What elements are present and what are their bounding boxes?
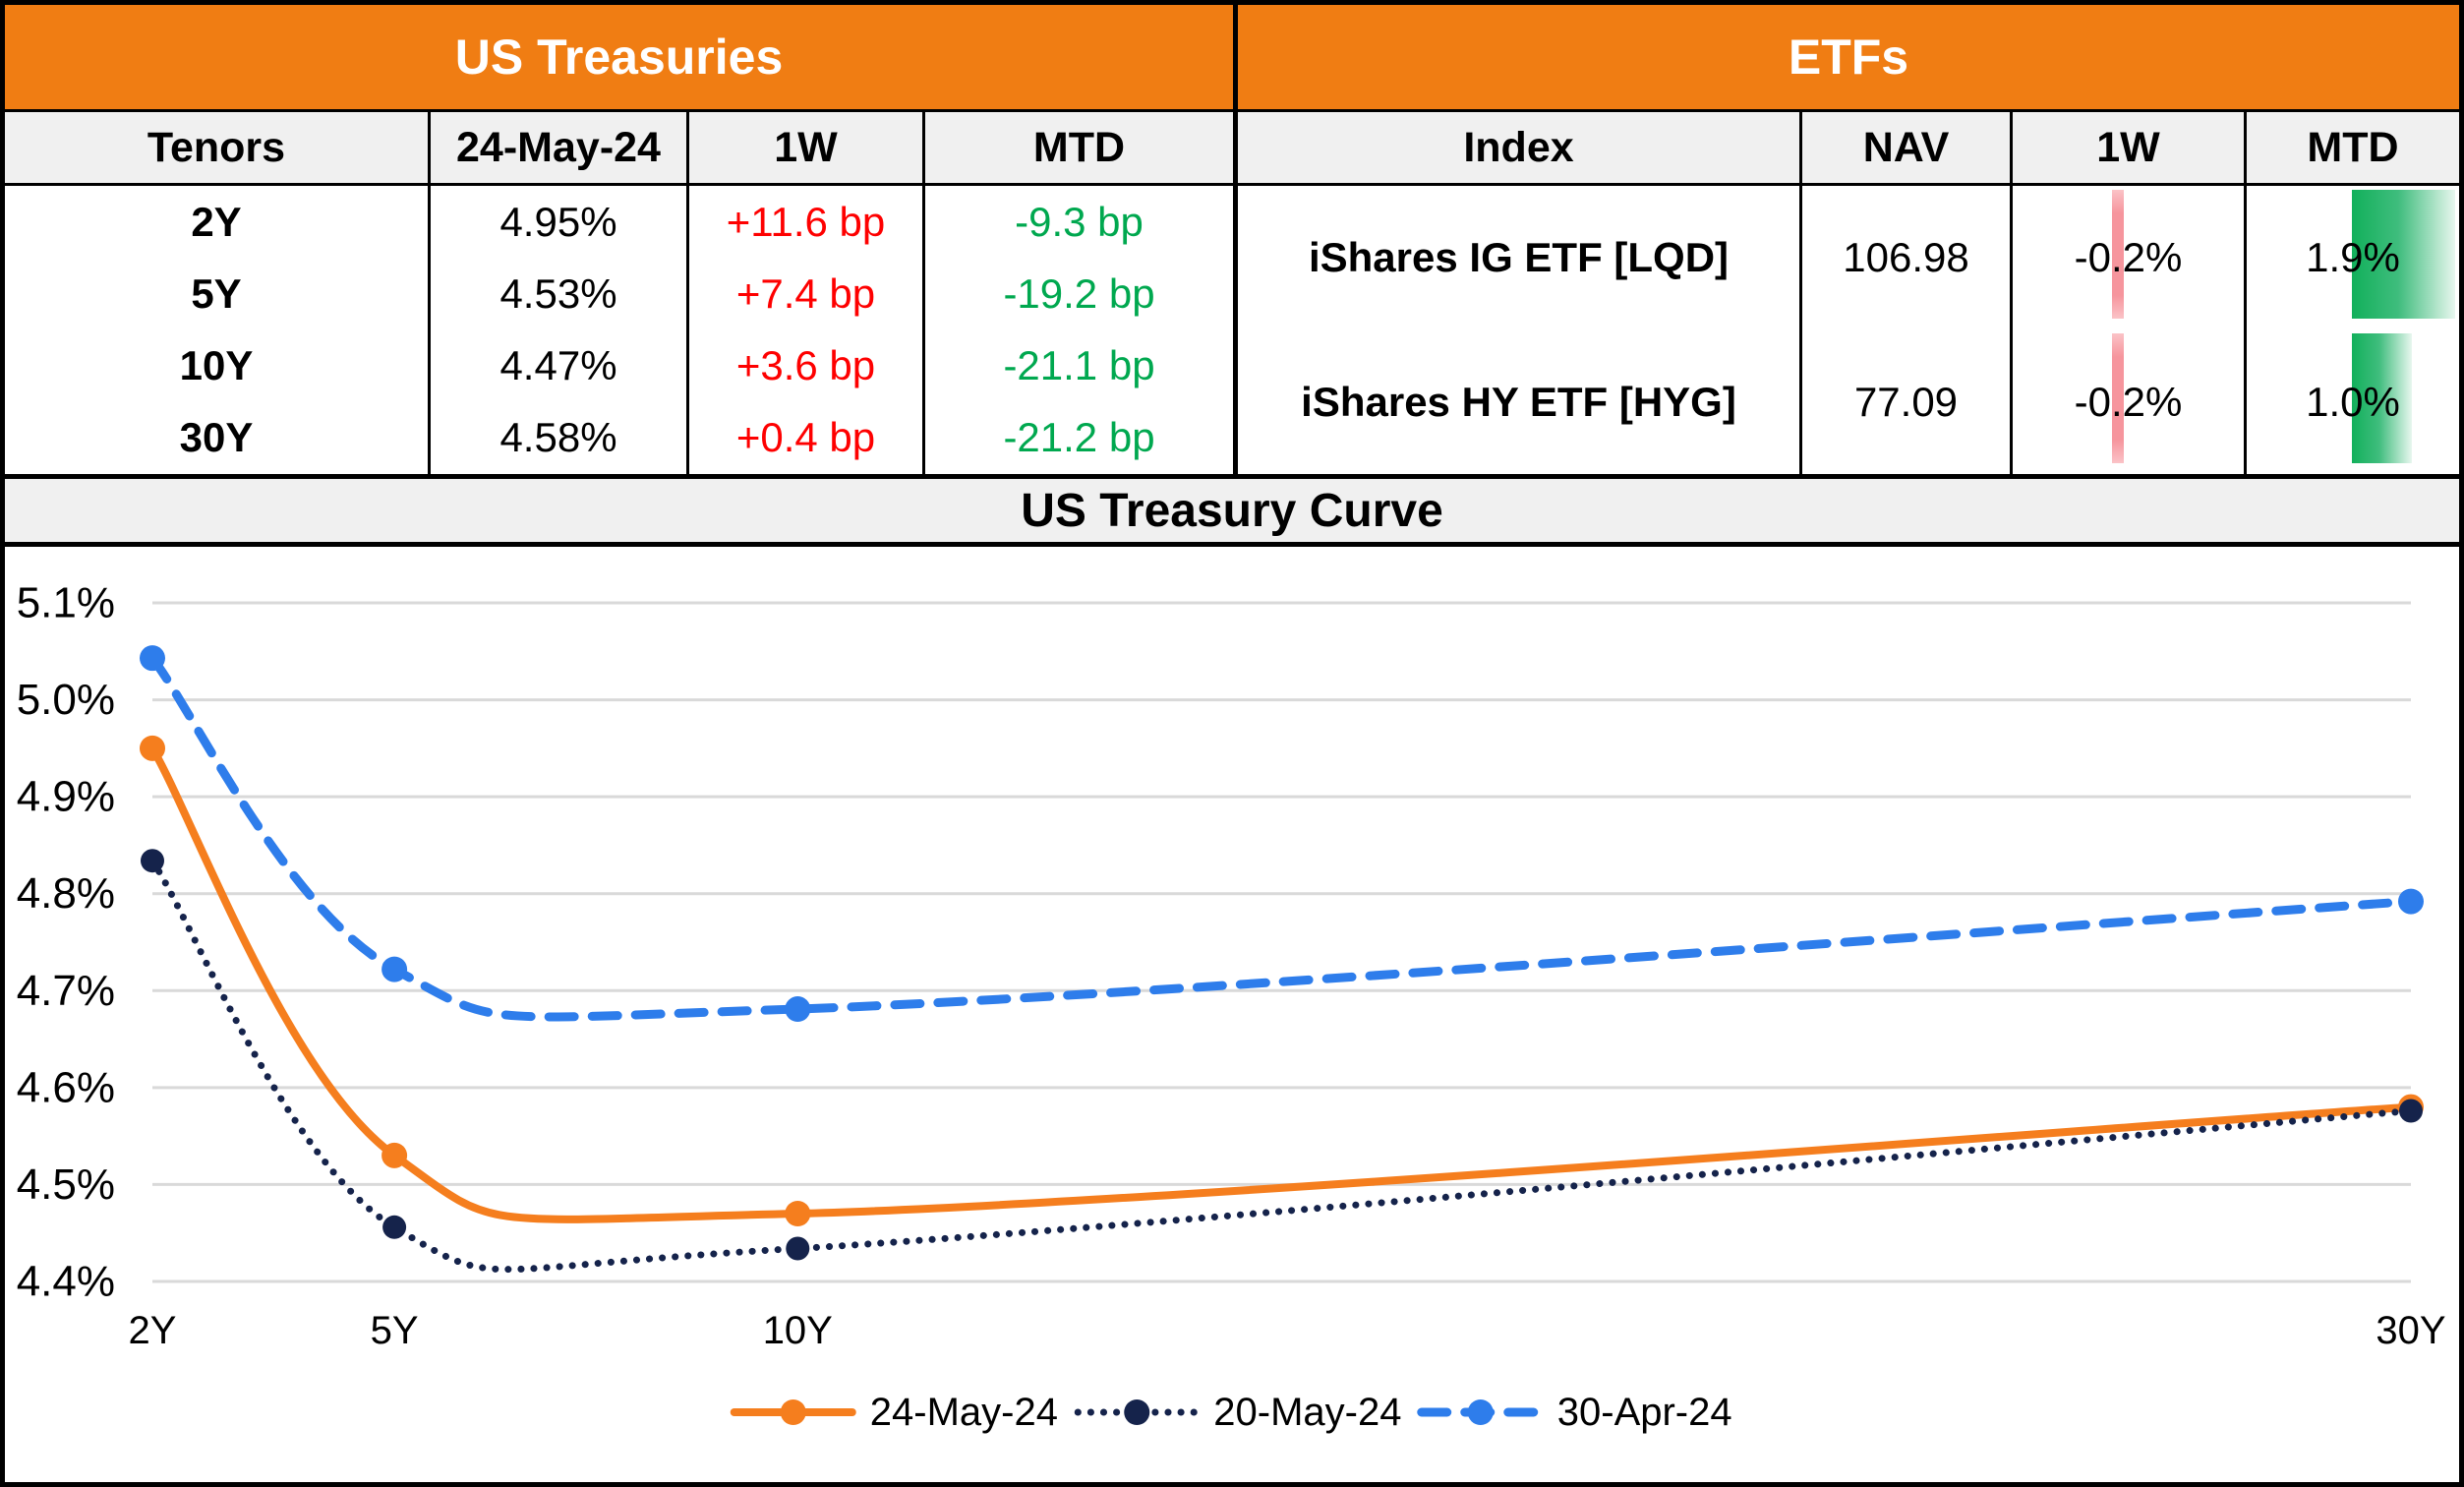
us-treasuries-header: US Treasuries bbox=[5, 5, 1233, 112]
mtd-databar bbox=[2351, 333, 2412, 463]
y-axis-tick-label: 5.1% bbox=[17, 579, 115, 627]
data-point-30-Apr-24 bbox=[2398, 888, 2424, 915]
etf-nav: 106.98 bbox=[1802, 186, 2013, 329]
etf-mtd-change: 1.9% bbox=[2306, 234, 2400, 280]
y-axis-tick-label: 4.6% bbox=[17, 1063, 115, 1111]
legend-label: 24-May-24 bbox=[870, 1391, 1058, 1434]
data-point-30-Apr-24 bbox=[785, 996, 811, 1023]
chart-title-bar: US Treasury Curve bbox=[5, 474, 2459, 547]
tenor-label: 5Y bbox=[5, 258, 431, 329]
y-axis-tick-label: 4.5% bbox=[17, 1160, 115, 1209]
series-line-30-Apr-24 bbox=[147, 653, 2416, 1022]
y-axis-tick-label: 4.7% bbox=[17, 967, 115, 1015]
col-header-mtd: MTD bbox=[2247, 112, 2459, 186]
col-header-index: Index bbox=[1238, 112, 1802, 186]
legend-label: 20-May-24 bbox=[1213, 1391, 1401, 1434]
mtd-databar bbox=[2351, 190, 2455, 319]
data-point-24-May-24 bbox=[785, 1201, 811, 1226]
x-axis-tick-label: 5Y bbox=[371, 1309, 419, 1352]
etf-1w-change: -0.2% bbox=[2074, 378, 2183, 425]
legend-label: 30-Apr-24 bbox=[1557, 1391, 1732, 1434]
legend-marker-24-May-24 bbox=[780, 1399, 806, 1425]
data-point-20-May-24 bbox=[382, 1215, 407, 1239]
data-point-24-May-24 bbox=[140, 735, 165, 761]
etfs-table: ETFs Index NAV 1W MTD iShares IG ETF [LQ… bbox=[1238, 5, 2459, 474]
data-point-30-Apr-24 bbox=[381, 956, 408, 982]
etf-name: iShares HY ETF [HYG] bbox=[1238, 329, 1802, 474]
tenor-1w-change: +0.4 bp bbox=[689, 401, 925, 474]
etf-1w-cell: -0.2% bbox=[2013, 186, 2247, 329]
data-point-30-Apr-24 bbox=[140, 645, 165, 672]
data-point-20-May-24 bbox=[2399, 1099, 2423, 1123]
tenor-mtd-change: -19.2 bp bbox=[925, 258, 1233, 329]
col-header-mtd: MTD bbox=[925, 112, 1233, 186]
y-axis-tick-label: 4.8% bbox=[17, 869, 115, 918]
col-header-tenors: Tenors bbox=[5, 112, 431, 186]
etf-name: iShares IG ETF [LQD] bbox=[1238, 186, 1802, 329]
y-axis-tick-label: 5.0% bbox=[17, 676, 115, 724]
col-header-1w: 1W bbox=[689, 112, 925, 186]
legend-marker-30-Apr-24 bbox=[1467, 1399, 1494, 1425]
col-header-date: 24-May-24 bbox=[431, 112, 689, 186]
etf-1w-cell: -0.2% bbox=[2013, 329, 2247, 474]
etf-mtd-cell: 1.9% bbox=[2247, 186, 2459, 329]
y-axis-tick-label: 4.9% bbox=[17, 773, 115, 821]
tenor-mtd-change: -21.1 bp bbox=[925, 329, 1233, 401]
treasury-curve-chart: 5.1% 5.0% 4.9% 4.8% 4.7% 4.6% 4.5% 4.4% 2Y 5Y 10Y 3… bbox=[5, 547, 2459, 1482]
tenor-rate: 4.58% bbox=[431, 401, 689, 474]
1w-databar bbox=[2111, 333, 2124, 463]
series-line-24-May-24 bbox=[148, 744, 2415, 1223]
tenor-1w-change: +7.4 bp bbox=[689, 258, 925, 329]
tables-row: US Treasuries Tenors 24-May-24 1W MTD 2Y… bbox=[5, 5, 2459, 474]
data-point-24-May-24 bbox=[381, 1142, 408, 1168]
tenor-label: 10Y bbox=[5, 329, 431, 401]
x-axis-tick-label: 30Y bbox=[2376, 1309, 2445, 1352]
etf-nav: 77.09 bbox=[1802, 329, 2013, 474]
tenor-1w-change: +11.6 bp bbox=[689, 186, 925, 258]
tenor-label: 30Y bbox=[5, 401, 431, 474]
etf-mtd-change: 1.0% bbox=[2306, 378, 2400, 425]
line-chart-svg: 5.1% 5.0% 4.9% 4.8% 4.7% 4.6% 4.5% 4.4% 2Y 5Y 10Y 3… bbox=[17, 579, 2446, 1435]
tenor-mtd-change: -9.3 bp bbox=[925, 186, 1233, 258]
1w-databar bbox=[2111, 190, 2124, 319]
y-axis-tick-label: 4.4% bbox=[17, 1258, 115, 1306]
tenor-label: 2Y bbox=[5, 186, 431, 258]
data-point-20-May-24 bbox=[141, 849, 164, 873]
col-header-nav: NAV bbox=[1802, 112, 2013, 186]
tenor-1w-change: +3.6 bp bbox=[689, 329, 925, 401]
col-header-1w: 1W bbox=[2013, 112, 2247, 186]
us-treasuries-table: US Treasuries Tenors 24-May-24 1W MTD 2Y… bbox=[5, 5, 1238, 474]
x-axis-tick-label: 2Y bbox=[129, 1309, 177, 1352]
series-line-20-May-24 bbox=[148, 857, 2415, 1274]
etf-mtd-cell: 1.0% bbox=[2247, 329, 2459, 474]
tenor-mtd-change: -21.2 bp bbox=[925, 401, 1233, 474]
tenor-rate: 4.53% bbox=[431, 258, 689, 329]
etf-1w-change: -0.2% bbox=[2074, 234, 2183, 280]
data-point-20-May-24 bbox=[786, 1236, 810, 1261]
legend-marker-20-May-24 bbox=[1124, 1399, 1150, 1425]
tenor-rate: 4.47% bbox=[431, 329, 689, 401]
x-axis-tick-label: 10Y bbox=[763, 1309, 833, 1352]
etfs-header: ETFs bbox=[1238, 5, 2459, 112]
tenor-rate: 4.95% bbox=[431, 186, 689, 258]
